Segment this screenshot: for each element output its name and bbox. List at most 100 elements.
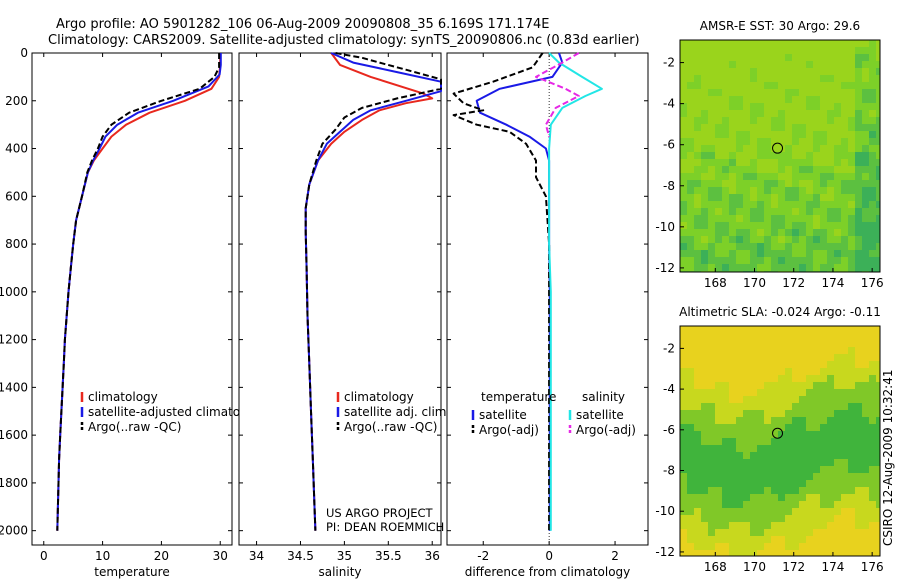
map-cell — [736, 201, 743, 208]
map-cell — [708, 201, 715, 208]
map-cell — [694, 110, 701, 117]
map-cell — [827, 103, 834, 110]
map-cell — [862, 229, 869, 236]
map-cell — [708, 222, 715, 229]
y-tick-label: -10 — [655, 220, 675, 234]
map-cell — [687, 187, 694, 194]
map-cell — [750, 215, 757, 222]
map-cell — [701, 222, 708, 229]
map-cell — [729, 417, 736, 424]
map-cell — [680, 459, 687, 466]
map-cell — [855, 103, 862, 110]
map-cell — [862, 480, 869, 487]
map-cell — [687, 117, 694, 124]
map-cell — [862, 431, 869, 438]
map-cell — [785, 529, 792, 536]
map-cell — [876, 61, 880, 68]
map-cell — [834, 347, 841, 354]
map-cell — [813, 250, 820, 257]
map-cell — [869, 529, 876, 536]
map-cell — [848, 487, 855, 494]
map-cell — [715, 522, 722, 529]
map-cell — [708, 375, 715, 382]
map-cell — [841, 110, 848, 117]
map-cell — [771, 487, 778, 494]
map-cell — [729, 536, 736, 543]
map-cell — [862, 257, 869, 264]
map-cell — [806, 466, 813, 473]
map-cell — [680, 410, 687, 417]
map-cell — [722, 103, 729, 110]
map-cell — [813, 201, 820, 208]
map-cell — [778, 215, 785, 222]
map-cell — [743, 536, 750, 543]
map-cell — [869, 487, 876, 494]
x-tick-label: 34.5 — [287, 549, 314, 563]
map-cell — [820, 208, 827, 215]
map-cell — [834, 508, 841, 515]
map-cell — [764, 166, 771, 173]
map-cell — [862, 501, 869, 508]
map-cell — [729, 347, 736, 354]
map-cell — [806, 424, 813, 431]
map-cell — [785, 375, 792, 382]
map-cell — [771, 529, 778, 536]
map-cell — [694, 236, 701, 243]
map-cell — [848, 47, 855, 54]
map-cell — [757, 68, 764, 75]
map-cell — [708, 431, 715, 438]
map-cell — [743, 543, 750, 550]
map-cell — [680, 208, 687, 215]
map-cell — [813, 550, 820, 556]
map-cell — [876, 326, 880, 333]
map-cell — [750, 145, 757, 152]
map-cell — [708, 47, 715, 54]
map-cell — [792, 508, 799, 515]
map-cell — [687, 173, 694, 180]
map-cell — [785, 201, 792, 208]
map-cell — [855, 89, 862, 96]
map-cell — [778, 382, 785, 389]
map-cell — [743, 201, 750, 208]
map-cell — [729, 40, 736, 47]
map-cell — [729, 61, 736, 68]
map-cell — [736, 145, 743, 152]
map-cell — [715, 131, 722, 138]
map-cell — [778, 354, 785, 361]
map-cell — [820, 354, 827, 361]
map-cell — [771, 75, 778, 82]
map-cell — [806, 361, 813, 368]
map-cell — [806, 487, 813, 494]
map-cell — [764, 222, 771, 229]
map-cell — [722, 529, 729, 536]
map-cell — [820, 445, 827, 452]
map-cell — [827, 487, 834, 494]
map-cell — [876, 96, 880, 103]
map-cell — [848, 515, 855, 522]
map-cell — [750, 354, 757, 361]
x-tick-label: 35 — [337, 549, 352, 563]
map-cell — [701, 347, 708, 354]
map-cell — [701, 236, 708, 243]
map-cell — [799, 215, 806, 222]
map-cell — [701, 264, 708, 271]
map-cell — [750, 194, 757, 201]
map-cell — [841, 201, 848, 208]
map-cell — [764, 124, 771, 131]
map-cell — [687, 354, 694, 361]
map-cell — [701, 515, 708, 522]
map-cell — [694, 96, 701, 103]
map-cell — [841, 529, 848, 536]
map-cell — [806, 368, 813, 375]
map-cell — [862, 403, 869, 410]
map-cell — [848, 257, 855, 264]
map-cell — [736, 257, 743, 264]
map-cell — [876, 152, 880, 159]
map-cell — [757, 89, 764, 96]
map-cell — [820, 340, 827, 347]
map-cell — [792, 445, 799, 452]
map-cell — [687, 466, 694, 473]
map-cell — [687, 75, 694, 82]
map-cell — [736, 354, 743, 361]
